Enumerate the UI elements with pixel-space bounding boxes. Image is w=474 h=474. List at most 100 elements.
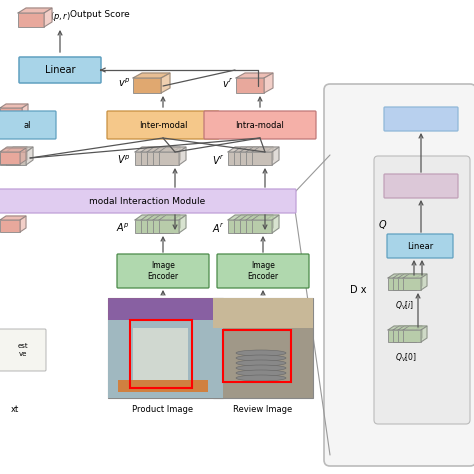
Polygon shape — [246, 147, 273, 152]
Bar — [108, 298, 223, 398]
Polygon shape — [161, 147, 168, 165]
Bar — [0, 152, 20, 164]
Bar — [133, 328, 188, 388]
Text: $Q_V[i]$: $Q_V[i]$ — [395, 300, 414, 312]
Polygon shape — [0, 148, 26, 152]
Polygon shape — [234, 147, 261, 152]
Bar — [388, 330, 406, 342]
Polygon shape — [147, 215, 174, 220]
Polygon shape — [20, 147, 27, 165]
FancyBboxPatch shape — [374, 156, 470, 424]
Polygon shape — [254, 147, 261, 165]
Polygon shape — [388, 326, 412, 330]
Text: $Q_V[0]$: $Q_V[0]$ — [395, 352, 417, 365]
Polygon shape — [403, 274, 427, 278]
FancyBboxPatch shape — [0, 329, 46, 371]
Bar — [135, 152, 155, 165]
Text: Image
Encoder: Image Encoder — [147, 261, 179, 281]
Polygon shape — [155, 215, 162, 233]
Polygon shape — [272, 215, 279, 233]
Polygon shape — [179, 147, 186, 165]
Polygon shape — [398, 274, 422, 278]
Text: Product Image: Product Image — [132, 405, 193, 414]
Bar — [141, 220, 161, 233]
Polygon shape — [159, 147, 186, 152]
Bar — [118, 380, 208, 392]
Text: Intra-modal: Intra-modal — [236, 120, 284, 129]
Polygon shape — [0, 147, 27, 152]
Polygon shape — [234, 215, 261, 220]
Polygon shape — [155, 147, 162, 165]
Bar — [213, 298, 313, 328]
Polygon shape — [44, 8, 52, 27]
Polygon shape — [388, 274, 412, 278]
Text: $(p,r)$: $(p,r)$ — [50, 10, 71, 23]
Text: $v^p$: $v^p$ — [118, 77, 130, 89]
Text: modal Interaction Module: modal Interaction Module — [90, 197, 206, 206]
Bar — [240, 152, 260, 165]
Bar — [0, 108, 22, 121]
FancyBboxPatch shape — [19, 57, 101, 83]
Polygon shape — [406, 326, 412, 342]
Polygon shape — [272, 147, 279, 165]
Polygon shape — [0, 104, 28, 108]
Bar — [153, 220, 173, 233]
Bar — [130, 320, 192, 388]
Bar — [403, 278, 421, 290]
Ellipse shape — [236, 370, 286, 376]
Polygon shape — [398, 326, 422, 330]
Bar — [133, 78, 161, 93]
Polygon shape — [248, 215, 255, 233]
Polygon shape — [6, 147, 33, 152]
FancyBboxPatch shape — [384, 174, 458, 198]
Polygon shape — [254, 215, 261, 233]
Bar — [135, 220, 155, 233]
Polygon shape — [141, 215, 168, 220]
Text: al: al — [24, 120, 31, 129]
Bar — [236, 78, 264, 93]
Bar — [234, 152, 254, 165]
FancyBboxPatch shape — [204, 111, 316, 139]
Text: $A^r$: $A^r$ — [212, 221, 225, 235]
Text: $v^r$: $v^r$ — [222, 76, 233, 90]
Polygon shape — [20, 216, 26, 232]
Text: est
ve: est ve — [17, 343, 28, 357]
Polygon shape — [246, 215, 273, 220]
FancyBboxPatch shape — [0, 189, 296, 213]
Text: $V^p$: $V^p$ — [117, 154, 130, 166]
Polygon shape — [252, 147, 279, 152]
Polygon shape — [161, 73, 170, 93]
Bar — [223, 330, 291, 382]
Text: Linear: Linear — [45, 65, 75, 75]
FancyBboxPatch shape — [387, 234, 453, 258]
Bar — [0, 220, 20, 232]
Polygon shape — [411, 326, 417, 342]
Bar — [234, 220, 254, 233]
Polygon shape — [411, 274, 417, 290]
Bar — [213, 298, 313, 398]
Bar — [147, 152, 167, 165]
Polygon shape — [179, 215, 186, 233]
Text: $A^p$: $A^p$ — [116, 222, 130, 234]
Polygon shape — [141, 147, 168, 152]
Bar — [108, 320, 223, 398]
Bar — [153, 152, 173, 165]
FancyBboxPatch shape — [384, 107, 458, 131]
Polygon shape — [260, 147, 267, 165]
Polygon shape — [406, 274, 412, 290]
Text: Q: Q — [378, 220, 386, 230]
Polygon shape — [161, 215, 168, 233]
Polygon shape — [20, 148, 26, 164]
Ellipse shape — [236, 375, 286, 381]
Polygon shape — [421, 326, 427, 342]
Polygon shape — [153, 215, 180, 220]
Polygon shape — [403, 326, 427, 330]
Polygon shape — [167, 147, 174, 165]
Bar — [6, 152, 26, 165]
Bar — [141, 152, 161, 165]
FancyBboxPatch shape — [107, 111, 219, 139]
Polygon shape — [0, 216, 26, 220]
Ellipse shape — [236, 355, 286, 361]
Bar — [398, 330, 416, 342]
Bar — [398, 278, 416, 290]
